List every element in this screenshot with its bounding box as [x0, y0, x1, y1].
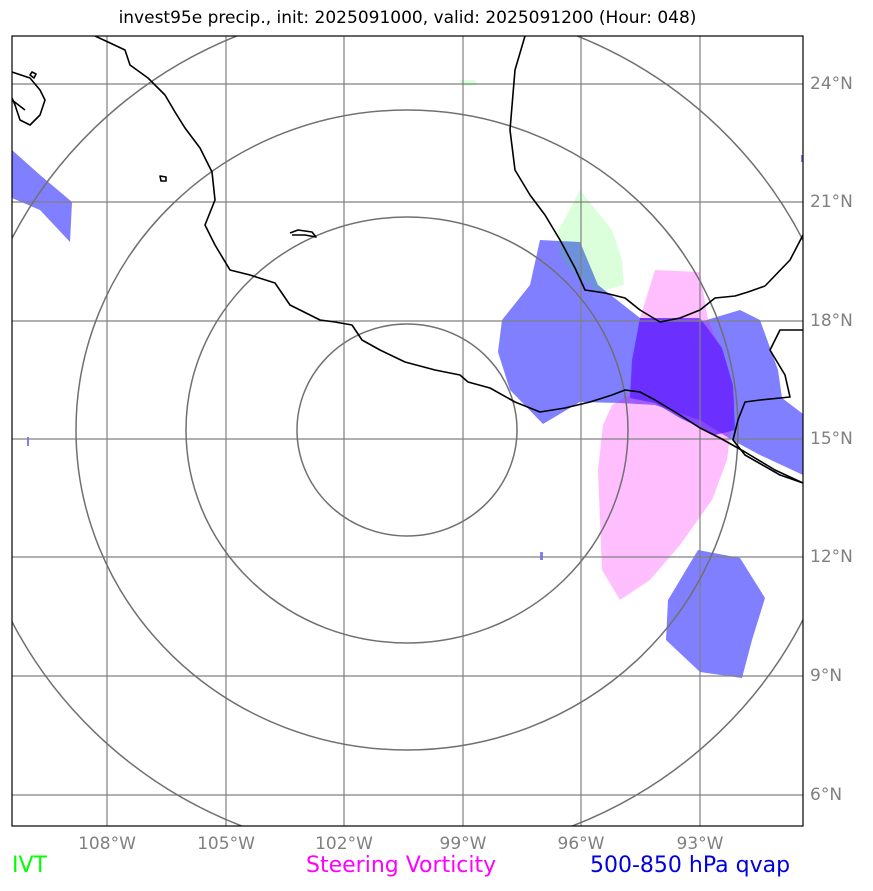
lon-tick-label: 108°W: [78, 834, 136, 854]
coastline-mexico-pacific: [94, 36, 803, 484]
range-ring-3: [75, 109, 739, 751]
map-frame: [11, 35, 804, 827]
lon-tick-label: 105°W: [197, 834, 255, 854]
lat-tick-label: 24°N: [810, 74, 853, 94]
lat-tick-label: 18°N: [810, 311, 853, 331]
qvap-speck-12n: [540, 552, 543, 560]
coastline-baja: [12, 99, 26, 111]
legend-ivt: IVT: [12, 853, 47, 878]
map-title: invest95e precip., init: 2025091000, val…: [118, 8, 697, 28]
ivt-speck-north: [459, 80, 478, 86]
qvap-vorticity-overlap: [630, 318, 735, 435]
coastline-mexico-gulf: [509, 36, 766, 323]
coastline-central-america: [732, 329, 803, 484]
lat-tick-label: 9°N: [810, 666, 843, 686]
coastlines: [12, 36, 803, 484]
coastline-yucatan: [764, 234, 803, 287]
range-ring-1: [296, 323, 518, 537]
island-tres-marias: [159, 175, 167, 182]
lon-tick-label: 96°W: [557, 834, 605, 854]
qvap-region-south: [666, 550, 765, 678]
coastline-lagoon: [289, 229, 317, 238]
qvap-region-west: [12, 150, 72, 242]
lat-tick-label: 6°N: [810, 785, 843, 805]
range-ring-2: [185, 216, 629, 644]
lon-tick-label: 99°W: [439, 834, 487, 854]
lon-tick-label: 93°W: [676, 834, 724, 854]
qvap-overlap-layer: [630, 318, 735, 435]
lon-tick-label: 102°W: [315, 834, 373, 854]
lat-tick-label: 21°N: [810, 192, 853, 212]
lat-tick-label: 15°N: [810, 429, 853, 449]
legend-steering-vorticity: Steering Vorticity: [306, 853, 497, 878]
island-tiburon: [29, 71, 37, 79]
range-rings: [12, 36, 803, 826]
coastline-gulf-of-california: [12, 71, 46, 126]
lat-tick-label: 12°N: [810, 547, 853, 567]
legend-qvap: 500-850 hPa qvap: [590, 853, 791, 878]
qvap-speck-15n: [27, 437, 29, 446]
lat-lon-gridlines: [12, 36, 803, 826]
